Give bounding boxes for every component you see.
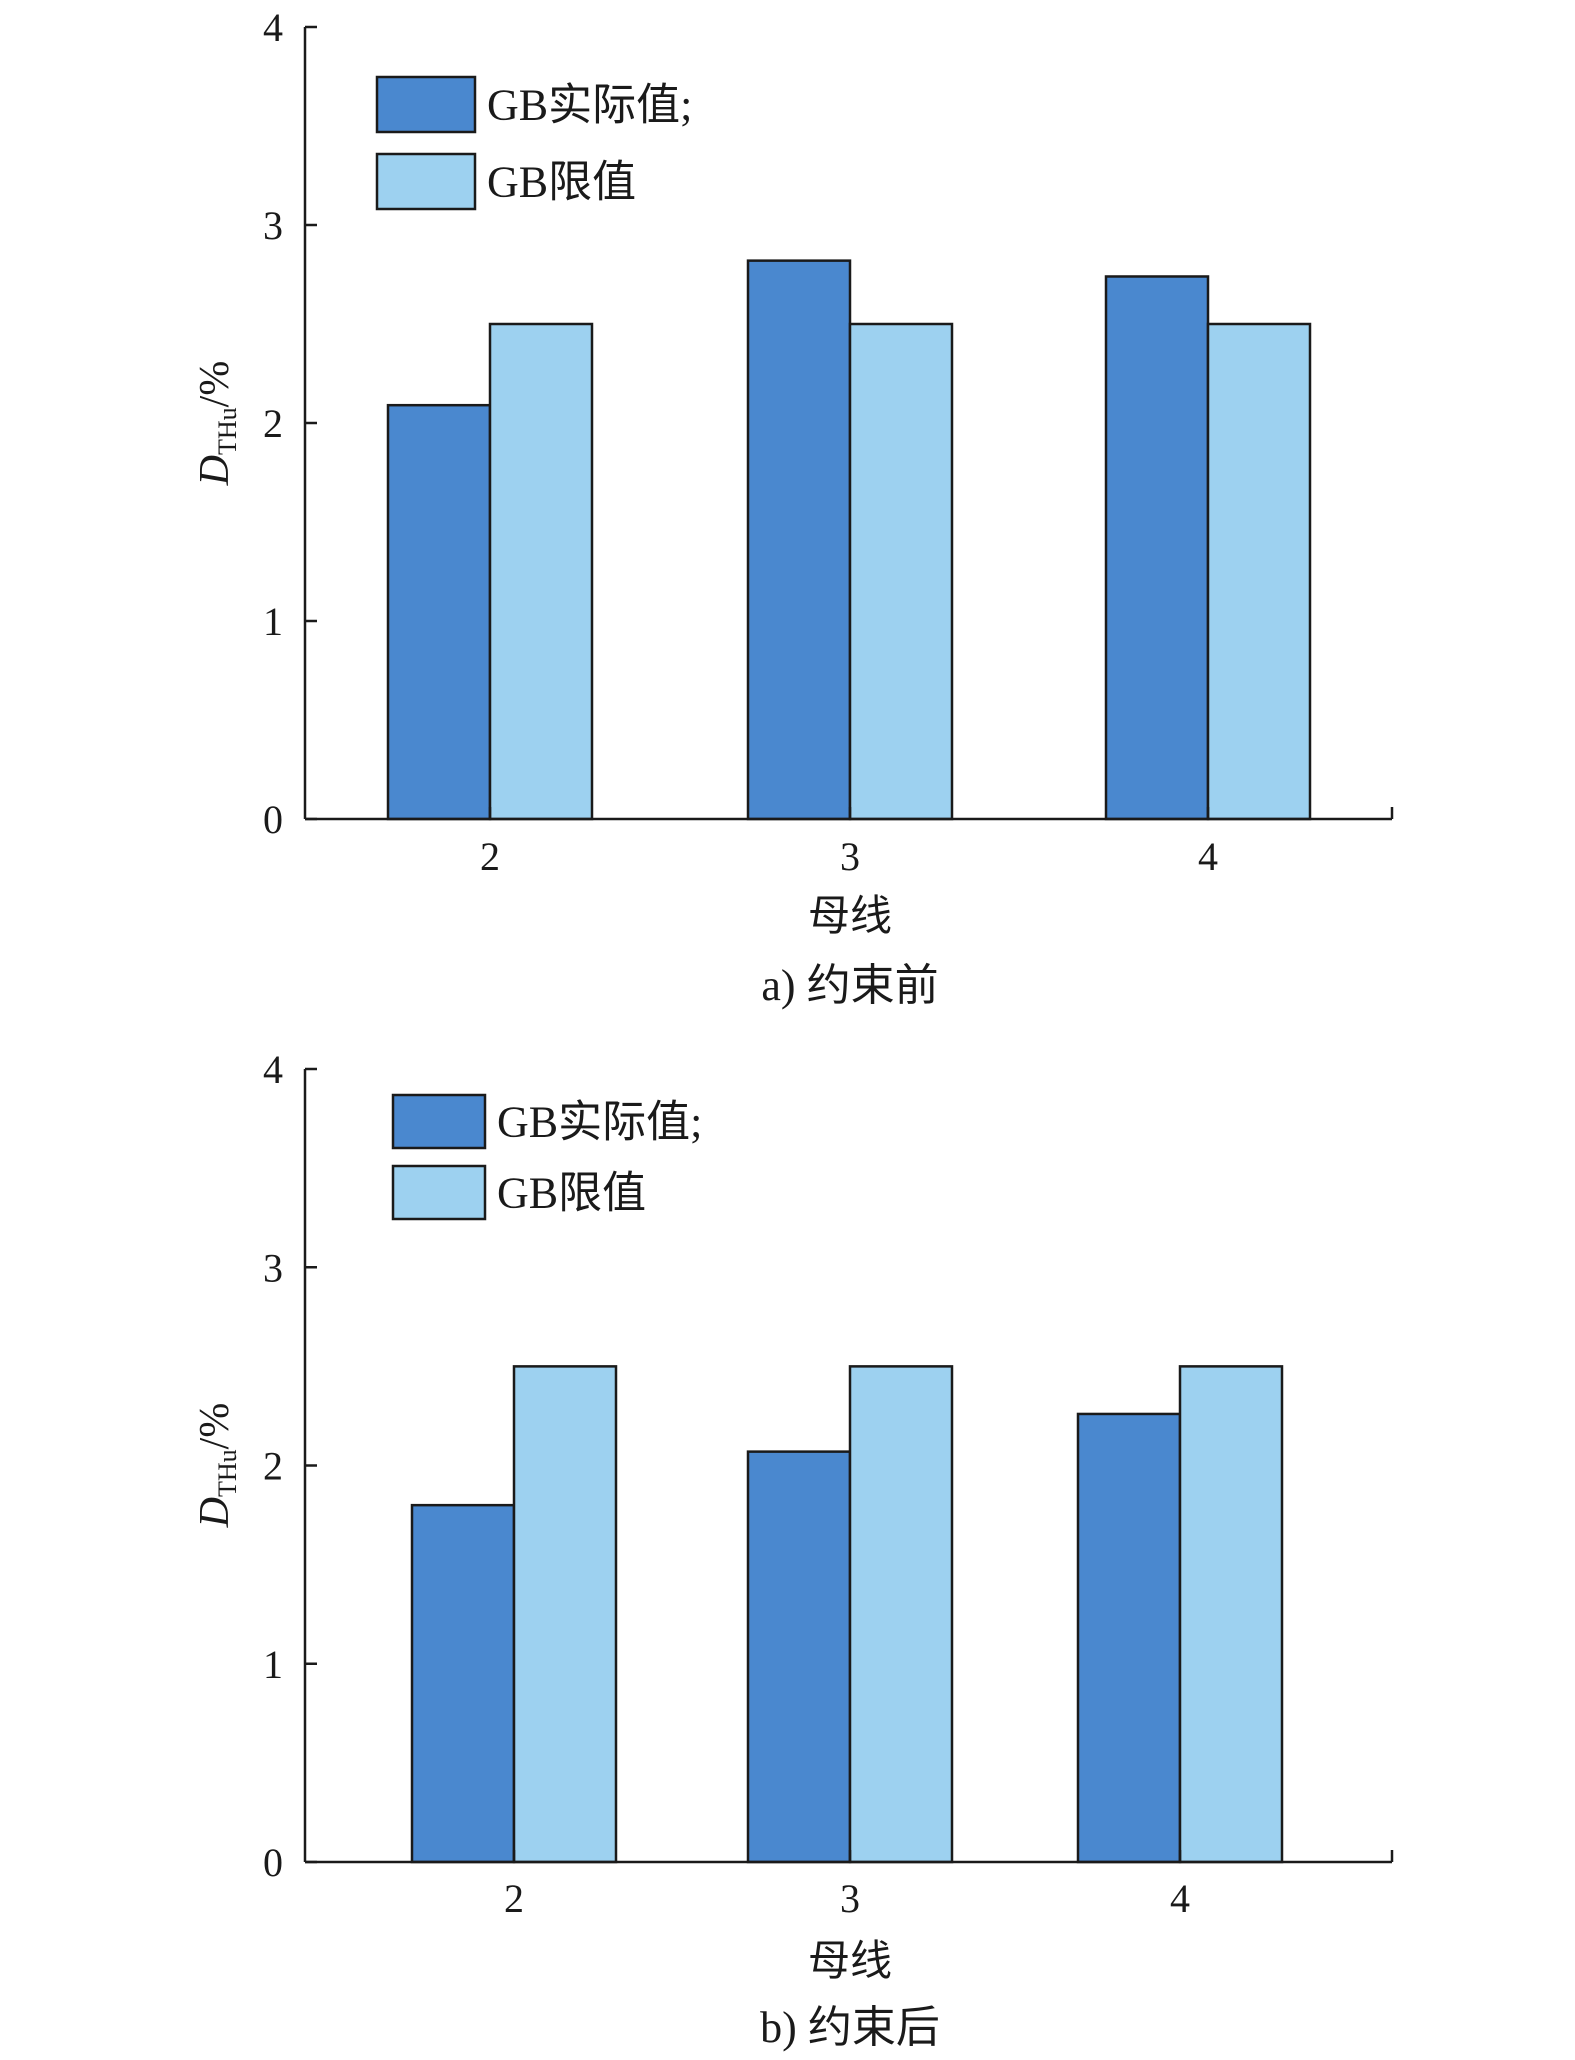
y-tick-label: 2 — [263, 1444, 283, 1489]
chart-caption: a) 约束前 — [761, 961, 938, 1010]
legend-label-limit: GB限值 — [497, 1169, 646, 1218]
x-tick-label: 2 — [504, 1876, 524, 1921]
y-tick-label: 1 — [263, 599, 283, 644]
bar-limit-bus-4 — [1178, 1365, 1284, 1864]
bar-actual-bus-4 — [1104, 275, 1210, 821]
y-axis-title-main: D — [192, 1497, 238, 1528]
legend-label-actual: GB实际值; — [487, 81, 692, 130]
bar-actual-bus-3 — [746, 259, 852, 821]
y-tick-label: 2 — [263, 401, 283, 446]
bar-limit-bus-4 — [1206, 322, 1312, 821]
bar-limit-bus-2 — [512, 1365, 618, 1864]
x-axis-title: 母线 — [808, 894, 892, 940]
x-tick-label: 2 — [480, 834, 500, 879]
legend-swatch-limit — [375, 152, 477, 211]
bar-actual-bus-3 — [746, 1450, 852, 1864]
legend-swatch-limit — [391, 1164, 487, 1221]
legend-swatch-actual — [375, 75, 477, 134]
chart-panel-2: 0 1 2 3 4 2 3 4 母线 DTHu/% GB实际值; GB限值 b) 约束后 — [192, 1047, 1394, 2052]
x-tick-label: 3 — [840, 834, 860, 879]
x-tick-label: 3 — [840, 1876, 860, 1921]
chart-panel-1: 0 1 2 3 4 2 3 4 母线 DTHu/% GB实际值; GB限值 a) 约束前 — [192, 5, 1394, 1010]
y-tick-label: 0 — [263, 797, 283, 842]
y-tick-label: 4 — [263, 1047, 283, 1092]
y-axis-title: DTHu/% — [192, 361, 242, 487]
x-tick-label: 4 — [1198, 834, 1218, 879]
y-tick-label: 4 — [263, 5, 283, 50]
y-axis-title: DTHu/% — [192, 1403, 242, 1529]
legend-swatch-actual — [391, 1093, 487, 1150]
y-axis-title-unit: /% — [192, 1403, 238, 1450]
y-tick-label: 1 — [263, 1642, 283, 1687]
x-axis-title: 母线 — [808, 1939, 892, 1985]
bar-limit-bus-2 — [488, 322, 594, 821]
y-tick-label: 3 — [263, 203, 283, 248]
bar-limit-bus-3 — [848, 1365, 954, 1864]
bar-actual-bus-2 — [386, 403, 492, 821]
y-axis-title-sub: THu — [213, 1449, 242, 1497]
y-tick-label: 0 — [263, 1840, 283, 1885]
bar-actual-bus-4 — [1076, 1412, 1182, 1864]
legend-label-actual: GB实际值; — [497, 1098, 702, 1147]
chart-caption: b) 约束后 — [760, 2003, 940, 2052]
y-axis-title-sub: THu — [213, 407, 242, 455]
y-tick-label: 3 — [263, 1245, 283, 1290]
bar-actual-bus-2 — [410, 1503, 516, 1864]
y-axis-title-main: D — [192, 455, 238, 486]
x-tick-label: 4 — [1170, 1876, 1190, 1921]
bar-limit-bus-3 — [848, 322, 954, 821]
legend-label-limit: GB限值 — [487, 158, 636, 207]
y-axis-title-unit: /% — [192, 361, 238, 408]
